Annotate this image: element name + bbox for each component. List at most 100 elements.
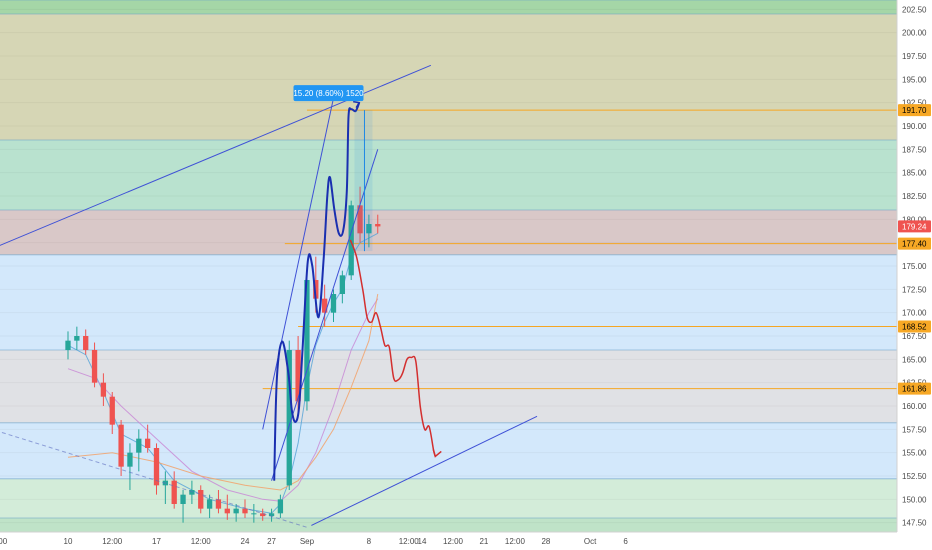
candle-body	[206, 499, 213, 509]
candle-body	[286, 350, 292, 486]
trend-line	[262, 97, 334, 430]
current-price-label: 179.24	[902, 222, 927, 231]
forecast-path-red	[349, 239, 437, 457]
trend-line	[311, 415, 538, 526]
time-tick-label: 12:00	[399, 537, 420, 546]
candle-body	[242, 508, 248, 514]
price-tick-label: 182.50	[902, 192, 927, 201]
zone-band	[0, 14, 897, 140]
time-tick-label: 12:00	[443, 537, 464, 546]
price-tick-label: 157.50	[902, 425, 927, 434]
zone-band	[0, 518, 897, 532]
candle-body	[251, 513, 257, 515]
candle-body	[330, 294, 337, 313]
trend-lines-layer	[0, 64, 538, 528]
candle-body	[277, 499, 284, 514]
price-axis-bg	[897, 0, 932, 550]
candle-body	[127, 452, 133, 467]
price-tick-label: 197.50	[902, 52, 927, 61]
price-tick-label: 185.00	[902, 169, 927, 178]
price-tick-label: 200.00	[902, 29, 927, 38]
time-tick-label: 10	[64, 537, 73, 546]
level-tag-label: 161.86	[902, 385, 927, 394]
trend-line	[0, 431, 308, 528]
zone-band	[0, 210, 897, 255]
candle-body	[260, 513, 266, 517]
candle-body	[339, 275, 346, 294]
zone-band	[0, 254, 897, 350]
price-tick-label: 167.50	[902, 332, 927, 341]
candle-body	[83, 336, 89, 350]
level-tag	[898, 382, 931, 395]
levels-layer	[262, 109, 897, 390]
level-tag	[898, 320, 931, 333]
zone-band	[0, 422, 897, 479]
time-tick-label: Sep	[300, 537, 315, 546]
candle-body	[109, 396, 115, 425]
candle-body	[304, 280, 310, 402]
time-tick-label: 12:00	[0, 537, 8, 546]
price-tick-label: 165.00	[902, 355, 927, 364]
zone-band	[0, 350, 897, 423]
candle-body	[321, 298, 328, 313]
price-tick-label: 155.00	[902, 449, 927, 458]
forecast-path-blue	[273, 102, 361, 481]
trend-line	[271, 149, 379, 481]
level-tag-label: 177.40	[902, 240, 927, 249]
forecast-arrow-blue	[353, 100, 361, 109]
time-tick-label: 24	[241, 537, 250, 546]
level-tag	[898, 237, 931, 250]
measure-layer: 15.20 (8.60%) 1520	[293, 85, 373, 252]
candle-body	[215, 499, 222, 509]
time-tick-label: Oct	[584, 537, 597, 546]
measure-area	[354, 110, 373, 252]
candle-body	[144, 438, 151, 448]
zone-band	[0, 140, 897, 210]
candle-body	[233, 508, 239, 514]
candle-body	[180, 494, 186, 504]
candle-body	[375, 224, 381, 227]
time-tick-label: 21	[479, 537, 488, 546]
zone-band	[0, 0, 897, 14]
current-price-tag	[898, 220, 931, 233]
measure-label: 15.20 (8.60%) 1520	[293, 89, 364, 98]
time-axis-bg	[0, 532, 932, 550]
zone-band	[0, 478, 897, 518]
forecast-arrow-red	[432, 449, 442, 458]
price-tick-label: 180.00	[902, 215, 927, 224]
time-tick-label: 8	[367, 537, 372, 546]
measure-label-box	[293, 85, 364, 102]
level-tag-label: 168.52	[902, 322, 927, 331]
level-tag	[898, 104, 931, 117]
candle-body	[198, 490, 204, 509]
time-tick-label: 12:00	[505, 537, 526, 546]
price-tick-label: 195.00	[902, 75, 927, 84]
time-tick-label: 14	[418, 537, 427, 546]
candle-body	[295, 350, 301, 402]
candle-body	[268, 513, 275, 517]
candle-body	[91, 350, 98, 383]
candle-body	[118, 424, 124, 467]
price-tick-label: 147.50	[902, 519, 927, 528]
candle-body	[189, 490, 195, 495]
candle-body	[366, 224, 372, 234]
time-tick-label: 12:00	[191, 537, 212, 546]
candle-body	[313, 280, 319, 299]
price-tick-label: 150.00	[902, 495, 927, 504]
candle-body	[74, 336, 80, 341]
price-tick-label: 190.00	[902, 122, 927, 131]
price-tick-label: 172.50	[902, 285, 927, 294]
time-tick-label: 27	[267, 537, 276, 546]
candle-body	[100, 382, 107, 397]
time-tick-label: 6	[623, 537, 628, 546]
price-tick-label: 170.00	[902, 309, 927, 318]
price-tick-label: 202.50	[902, 5, 927, 14]
ma-slow-line	[67, 298, 379, 502]
level-tag-label: 191.70	[902, 106, 927, 115]
candle-body	[171, 480, 177, 504]
time-tick-label: 12:00	[102, 537, 123, 546]
price-tick-label: 152.50	[902, 472, 927, 481]
